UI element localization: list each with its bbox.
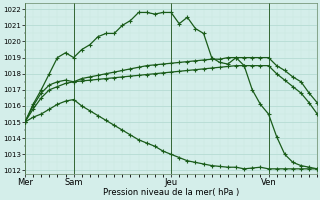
X-axis label: Pression niveau de la mer( hPa ): Pression niveau de la mer( hPa ) <box>103 188 239 197</box>
